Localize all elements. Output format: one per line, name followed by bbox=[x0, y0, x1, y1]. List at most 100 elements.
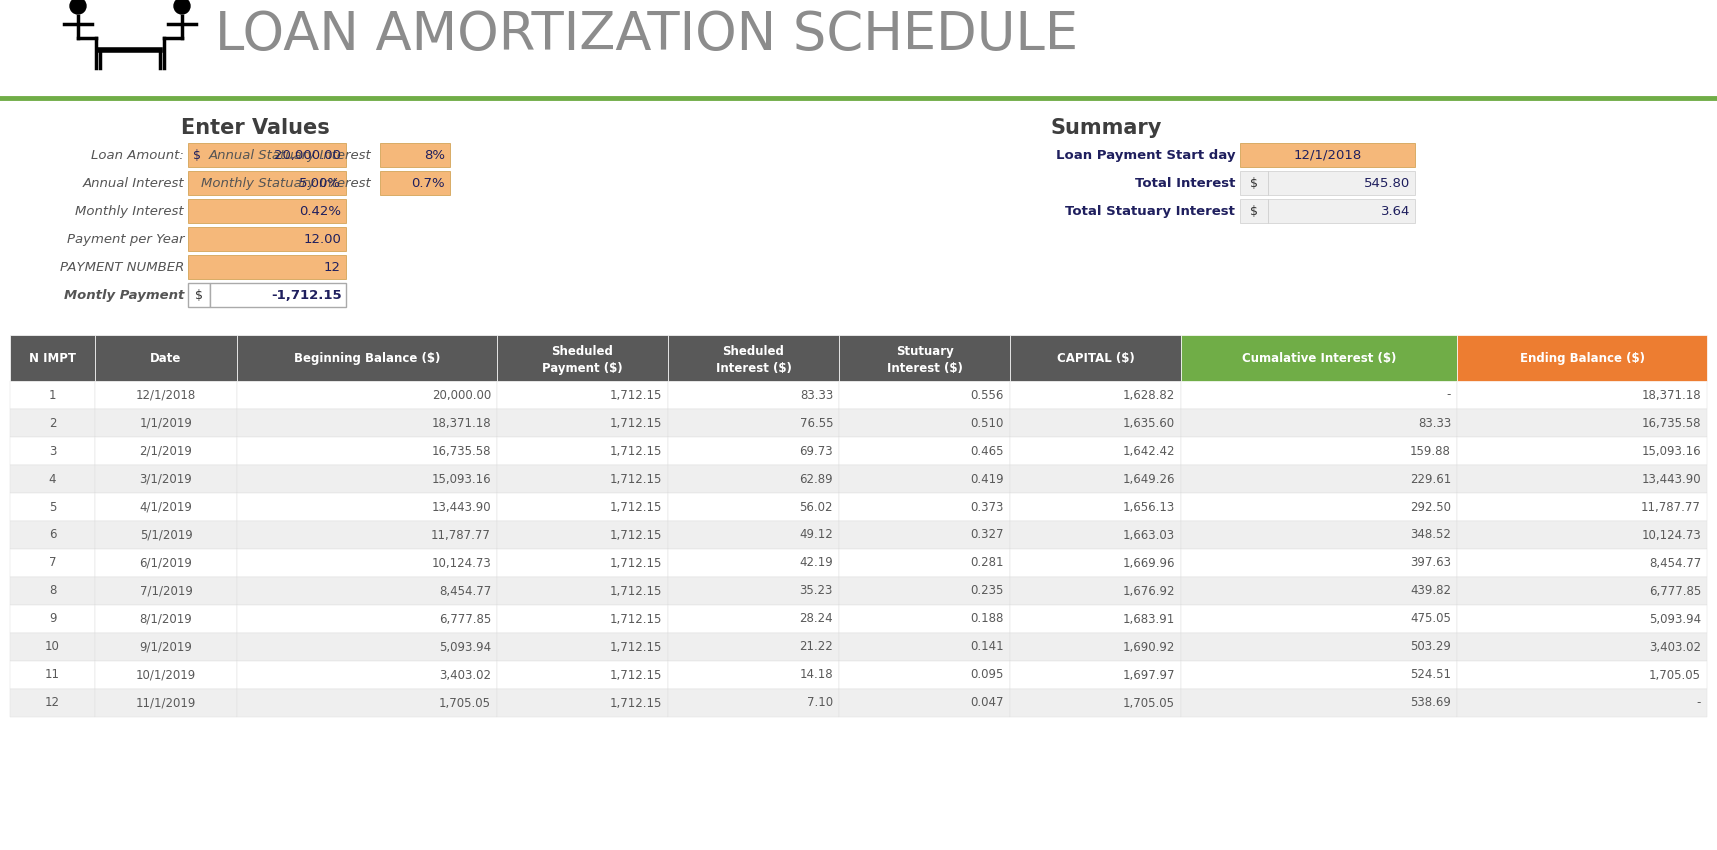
Text: 1,712.15: 1,712.15 bbox=[610, 668, 663, 682]
FancyBboxPatch shape bbox=[1181, 381, 1458, 409]
FancyBboxPatch shape bbox=[496, 409, 668, 437]
Text: 42.19: 42.19 bbox=[798, 557, 833, 570]
FancyBboxPatch shape bbox=[840, 335, 1010, 381]
FancyBboxPatch shape bbox=[1181, 577, 1458, 605]
FancyBboxPatch shape bbox=[1458, 661, 1707, 689]
FancyBboxPatch shape bbox=[1458, 689, 1707, 717]
Text: 0.141: 0.141 bbox=[970, 641, 1004, 654]
Text: 524.51: 524.51 bbox=[1410, 668, 1451, 682]
FancyBboxPatch shape bbox=[840, 661, 1010, 689]
Text: 1,712.15: 1,712.15 bbox=[610, 388, 663, 401]
FancyBboxPatch shape bbox=[94, 549, 237, 577]
Text: N IMPT: N IMPT bbox=[29, 352, 76, 365]
Text: 0.556: 0.556 bbox=[970, 388, 1004, 401]
FancyBboxPatch shape bbox=[1181, 437, 1458, 465]
FancyBboxPatch shape bbox=[187, 283, 209, 307]
Text: Stutuary: Stutuary bbox=[896, 344, 953, 358]
Text: 0.047: 0.047 bbox=[970, 696, 1004, 710]
Text: 7.10: 7.10 bbox=[807, 696, 833, 710]
FancyBboxPatch shape bbox=[379, 143, 450, 167]
Text: 6,777.85: 6,777.85 bbox=[440, 613, 491, 626]
FancyBboxPatch shape bbox=[668, 493, 840, 521]
FancyBboxPatch shape bbox=[668, 661, 840, 689]
Text: 1,712.15: 1,712.15 bbox=[610, 585, 663, 598]
Text: Enter Values: Enter Values bbox=[180, 118, 330, 138]
Circle shape bbox=[70, 0, 86, 14]
Text: -: - bbox=[1696, 696, 1702, 710]
FancyBboxPatch shape bbox=[1458, 549, 1707, 577]
FancyBboxPatch shape bbox=[10, 521, 94, 549]
Text: 20,000.00: 20,000.00 bbox=[431, 388, 491, 401]
Text: 1,705.05: 1,705.05 bbox=[1123, 696, 1174, 710]
FancyBboxPatch shape bbox=[496, 577, 668, 605]
Text: 1,712.15: 1,712.15 bbox=[610, 445, 663, 457]
Text: 4/1/2019: 4/1/2019 bbox=[139, 501, 192, 513]
FancyBboxPatch shape bbox=[1181, 549, 1458, 577]
FancyBboxPatch shape bbox=[496, 521, 668, 549]
FancyBboxPatch shape bbox=[840, 633, 1010, 661]
Text: CAPITAL ($): CAPITAL ($) bbox=[1056, 352, 1135, 365]
Text: 6: 6 bbox=[48, 529, 57, 541]
Text: 1,628.82: 1,628.82 bbox=[1123, 388, 1174, 401]
Text: 538.69: 538.69 bbox=[1410, 696, 1451, 710]
Text: 0.327: 0.327 bbox=[970, 529, 1004, 541]
FancyBboxPatch shape bbox=[94, 689, 237, 717]
Text: 1,705.05: 1,705.05 bbox=[440, 696, 491, 710]
Text: 12/1/2018: 12/1/2018 bbox=[136, 388, 196, 401]
Text: 1,712.15: 1,712.15 bbox=[610, 696, 663, 710]
FancyBboxPatch shape bbox=[10, 335, 94, 381]
Text: 13,443.90: 13,443.90 bbox=[431, 501, 491, 513]
Text: 6/1/2019: 6/1/2019 bbox=[139, 557, 192, 570]
Text: 1,683.91: 1,683.91 bbox=[1123, 613, 1174, 626]
FancyBboxPatch shape bbox=[496, 335, 668, 381]
FancyBboxPatch shape bbox=[94, 661, 237, 689]
Text: 10/1/2019: 10/1/2019 bbox=[136, 668, 196, 682]
FancyBboxPatch shape bbox=[237, 549, 496, 577]
Text: 475.05: 475.05 bbox=[1410, 613, 1451, 626]
Text: $: $ bbox=[192, 149, 201, 162]
Text: 1,676.92: 1,676.92 bbox=[1123, 585, 1174, 598]
FancyBboxPatch shape bbox=[237, 689, 496, 717]
FancyBboxPatch shape bbox=[94, 493, 237, 521]
FancyBboxPatch shape bbox=[94, 381, 237, 409]
FancyBboxPatch shape bbox=[10, 381, 94, 409]
Text: 1,642.42: 1,642.42 bbox=[1123, 445, 1174, 457]
Text: 3.64: 3.64 bbox=[1380, 205, 1410, 218]
Text: 35.23: 35.23 bbox=[800, 585, 833, 598]
Text: 0.465: 0.465 bbox=[970, 445, 1004, 457]
Text: 9: 9 bbox=[48, 613, 57, 626]
FancyBboxPatch shape bbox=[1458, 465, 1707, 493]
Text: 1,712.15: 1,712.15 bbox=[610, 416, 663, 429]
Text: 397.63: 397.63 bbox=[1410, 557, 1451, 570]
Text: Interest ($): Interest ($) bbox=[886, 361, 963, 375]
Text: 83.33: 83.33 bbox=[800, 388, 833, 401]
Text: Summary: Summary bbox=[1051, 118, 1161, 138]
FancyBboxPatch shape bbox=[1458, 493, 1707, 521]
Text: 14.18: 14.18 bbox=[800, 668, 833, 682]
FancyBboxPatch shape bbox=[1181, 493, 1458, 521]
Text: 0.095: 0.095 bbox=[970, 668, 1004, 682]
Text: 0.281: 0.281 bbox=[970, 557, 1004, 570]
FancyBboxPatch shape bbox=[668, 605, 840, 633]
FancyBboxPatch shape bbox=[668, 521, 840, 549]
FancyBboxPatch shape bbox=[840, 577, 1010, 605]
Text: 20,000.00: 20,000.00 bbox=[275, 149, 342, 162]
Text: 9/1/2019: 9/1/2019 bbox=[139, 641, 192, 654]
FancyBboxPatch shape bbox=[187, 143, 347, 167]
Text: Loan Amount:: Loan Amount: bbox=[91, 149, 184, 162]
Text: 0.419: 0.419 bbox=[970, 473, 1004, 485]
FancyBboxPatch shape bbox=[668, 381, 840, 409]
FancyBboxPatch shape bbox=[840, 437, 1010, 465]
Text: LOAN AMORTIZATION SCHEDULE: LOAN AMORTIZATION SCHEDULE bbox=[215, 9, 1078, 61]
Text: 2: 2 bbox=[48, 416, 57, 429]
FancyBboxPatch shape bbox=[840, 689, 1010, 717]
FancyBboxPatch shape bbox=[94, 335, 237, 381]
Text: Monthly Statuary Interest: Monthly Statuary Interest bbox=[201, 177, 371, 190]
FancyBboxPatch shape bbox=[496, 661, 668, 689]
FancyBboxPatch shape bbox=[668, 437, 840, 465]
Text: 0.7%: 0.7% bbox=[412, 177, 445, 190]
Text: 3,403.02: 3,403.02 bbox=[440, 668, 491, 682]
Text: 1,712.15: 1,712.15 bbox=[610, 557, 663, 570]
FancyBboxPatch shape bbox=[237, 465, 496, 493]
FancyBboxPatch shape bbox=[496, 465, 668, 493]
